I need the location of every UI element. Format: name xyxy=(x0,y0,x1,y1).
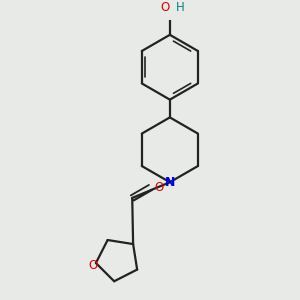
Text: O: O xyxy=(154,181,164,194)
Text: H: H xyxy=(176,1,185,13)
Text: N: N xyxy=(165,176,175,189)
Text: O: O xyxy=(160,1,170,13)
Text: O: O xyxy=(88,259,98,272)
